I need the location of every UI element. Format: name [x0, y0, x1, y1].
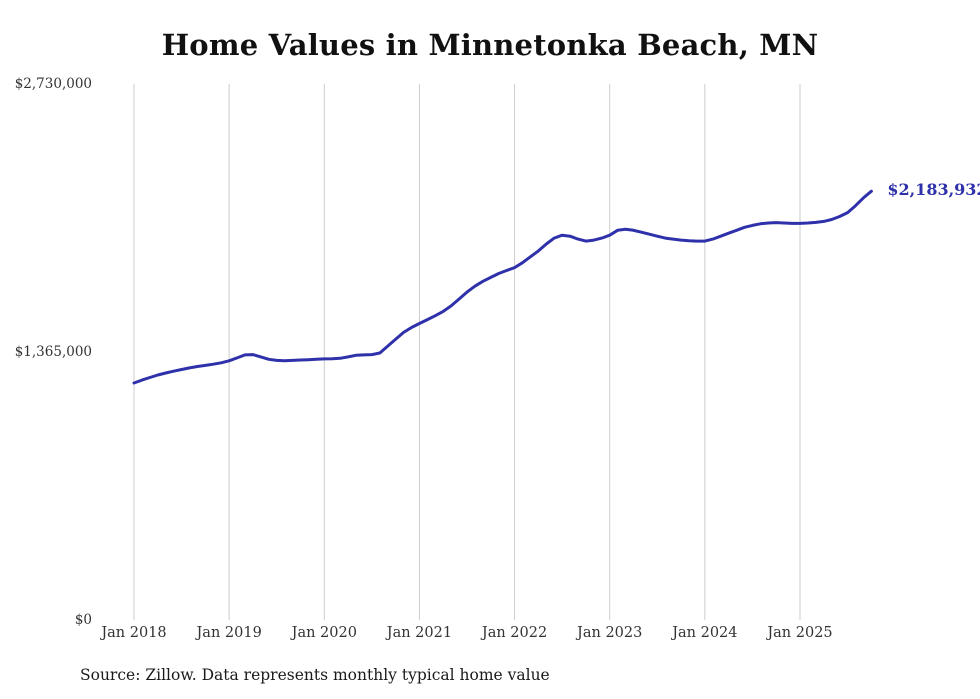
- y-axis-label: $0: [74, 612, 92, 628]
- x-axis-label: Jan 2020: [291, 625, 357, 641]
- y-axis-label: $2,730,000: [14, 76, 92, 92]
- source-note: Source: Zillow. Data represents monthly …: [80, 666, 550, 684]
- x-axis-label: Jan 2024: [672, 625, 738, 641]
- chart-title: Home Values in Minnetonka Beach, MN: [161, 28, 819, 62]
- latest-value-label: $2,183,932: [887, 180, 980, 200]
- value-line: [132, 189, 873, 385]
- x-axis-label: Jan 2022: [481, 625, 548, 641]
- x-axis-label: Jan 2018: [101, 625, 167, 641]
- y-axis-label: $1,365,000: [14, 344, 92, 360]
- x-axis-label: Jan 2021: [386, 625, 453, 641]
- x-axis-label: Jan 2023: [577, 625, 643, 641]
- x-axis-label: Jan 2025: [767, 625, 833, 641]
- x-axis-label: Jan 2019: [196, 625, 262, 641]
